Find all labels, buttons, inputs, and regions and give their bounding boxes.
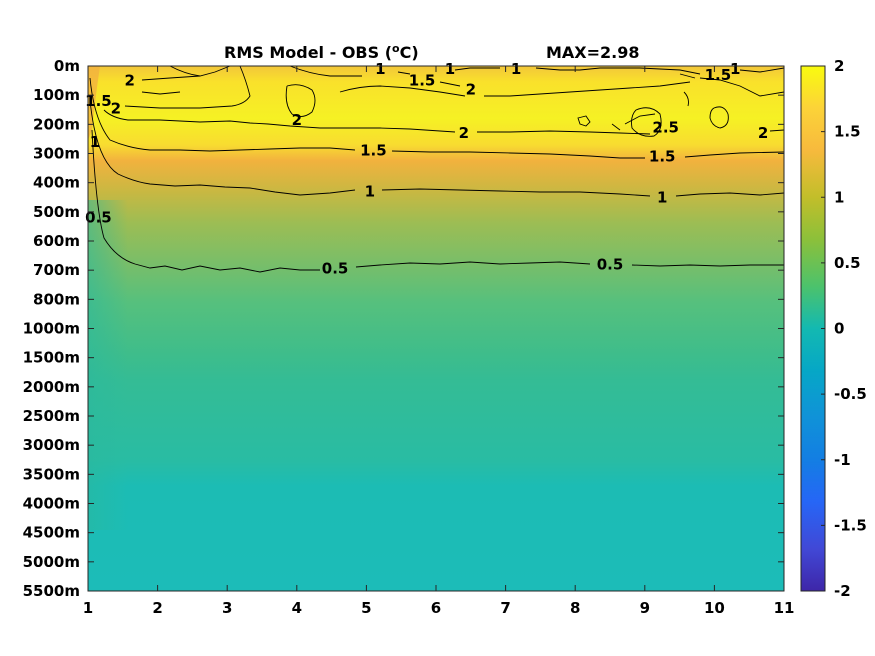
contour-label: 1 (657, 188, 667, 206)
contour-line-1.5 (89, 77, 785, 159)
y-tick-label: 4500m (23, 524, 80, 542)
colorbar-tick-label: 0 (834, 320, 844, 338)
contour-label: 1.5 (85, 92, 112, 110)
y-axis: 0m 100m 200m 300m 400m 500m 600m 700m 800m 1000m 1… (23, 57, 784, 600)
contour-label: 1.5 (649, 147, 676, 165)
contour-label: 1 (90, 133, 100, 151)
title-unit-tail: C) (400, 43, 419, 62)
y-tick-label: 400m (33, 174, 80, 192)
x-tick-label: 9 (640, 599, 650, 617)
colorbar-tick-label: 2 (834, 57, 844, 75)
contour-line-0.5 (91, 129, 784, 273)
x-tick-label: 5 (361, 599, 371, 617)
contour-label: 1 (365, 182, 375, 200)
y-tick-label: 2500m (23, 407, 80, 425)
x-tick-label: 6 (431, 599, 441, 617)
colorbar-tick-label: -2 (834, 582, 851, 600)
contour-label: 2 (758, 124, 768, 142)
contour-lines (89, 65, 785, 273)
y-tick-label: 5500m (23, 582, 80, 600)
contour-label: 1.5 (705, 66, 732, 84)
heatmap-field (88, 66, 784, 591)
title-unit-sup: o (392, 42, 400, 55)
contour-line-1-upper (169, 65, 785, 77)
y-tick-label: 2000m (23, 378, 80, 396)
contour-label: 1.5 (360, 142, 387, 160)
colorbar-ticks: 2 1.5 1 0.5 0 -0.5 -1 -1.5 -2 (821, 57, 867, 600)
max-annotation: MAX=2.98 (546, 43, 640, 62)
contour-label: 2 (292, 111, 302, 129)
y-tick-label: 1500m (23, 349, 80, 367)
contour-label: 1 (730, 60, 740, 78)
y-tick-label: 300m (33, 145, 80, 163)
x-tick-label: 11 (774, 599, 795, 617)
y-tick-label: 700m (33, 261, 80, 279)
chart-title: RMS Model - OBS (oC) (224, 42, 419, 62)
colorbar-tick-label: 0.5 (834, 254, 861, 272)
x-tick-label: 8 (570, 599, 580, 617)
y-tick-label: 5000m (23, 553, 80, 571)
colorbar-tick-label: -0.5 (834, 385, 867, 403)
contour-line-2.5 (624, 113, 656, 125)
colorbar: 2 1.5 1 0.5 0 -0.5 -1 -1.5 -2 (800, 57, 867, 600)
contour-label: 1 (445, 60, 455, 78)
contour-line-2 (103, 109, 785, 135)
contour-label: 1 (375, 60, 385, 78)
x-tick-label: 3 (222, 599, 232, 617)
x-axis: 1 2 3 4 5 6 7 8 9 10 11 (83, 66, 795, 617)
y-tick-label: 3500m (23, 465, 80, 483)
y-tick-label: 100m (33, 86, 80, 104)
y-tick-label: 0m (54, 57, 80, 75)
y-tick-label: 600m (33, 232, 80, 250)
contour-label: 0.5 (597, 255, 624, 273)
contour-label: 2 (466, 80, 476, 98)
contour-label: 2 (459, 124, 469, 142)
y-tick-label: 200m (33, 115, 80, 133)
contour-label: 2.5 (652, 118, 679, 136)
y-tick-label: 500m (33, 203, 80, 221)
y-tick-label: 1000m (23, 320, 80, 338)
x-tick-label: 10 (704, 599, 725, 617)
contour-label: 1 (511, 60, 521, 78)
contour-line-1 (89, 99, 785, 197)
contour-label: 2 (111, 99, 121, 117)
contour-label: 0.5 (85, 209, 112, 227)
y-tick-label: 800m (33, 290, 80, 308)
y-tick-label: 3000m (23, 436, 80, 454)
x-tick-label: 2 (152, 599, 162, 617)
colorbar-tick-label: -1 (834, 451, 851, 469)
x-tick-label: 7 (500, 599, 510, 617)
y-tick-label: 4000m (23, 495, 80, 513)
contour-label: 0.5 (322, 260, 349, 278)
contour-label: 2 (125, 72, 135, 90)
contour-label: 1.5 (409, 72, 436, 90)
x-tick-label: 4 (292, 599, 302, 617)
colorbar-tick-label: -1.5 (834, 516, 867, 534)
colorbar-tick-label: 1 (834, 188, 844, 206)
contour-line-1.5-upper (141, 73, 696, 95)
colorbar-tick-label: 1.5 (834, 123, 861, 141)
x-tick-label: 1 (83, 599, 93, 617)
